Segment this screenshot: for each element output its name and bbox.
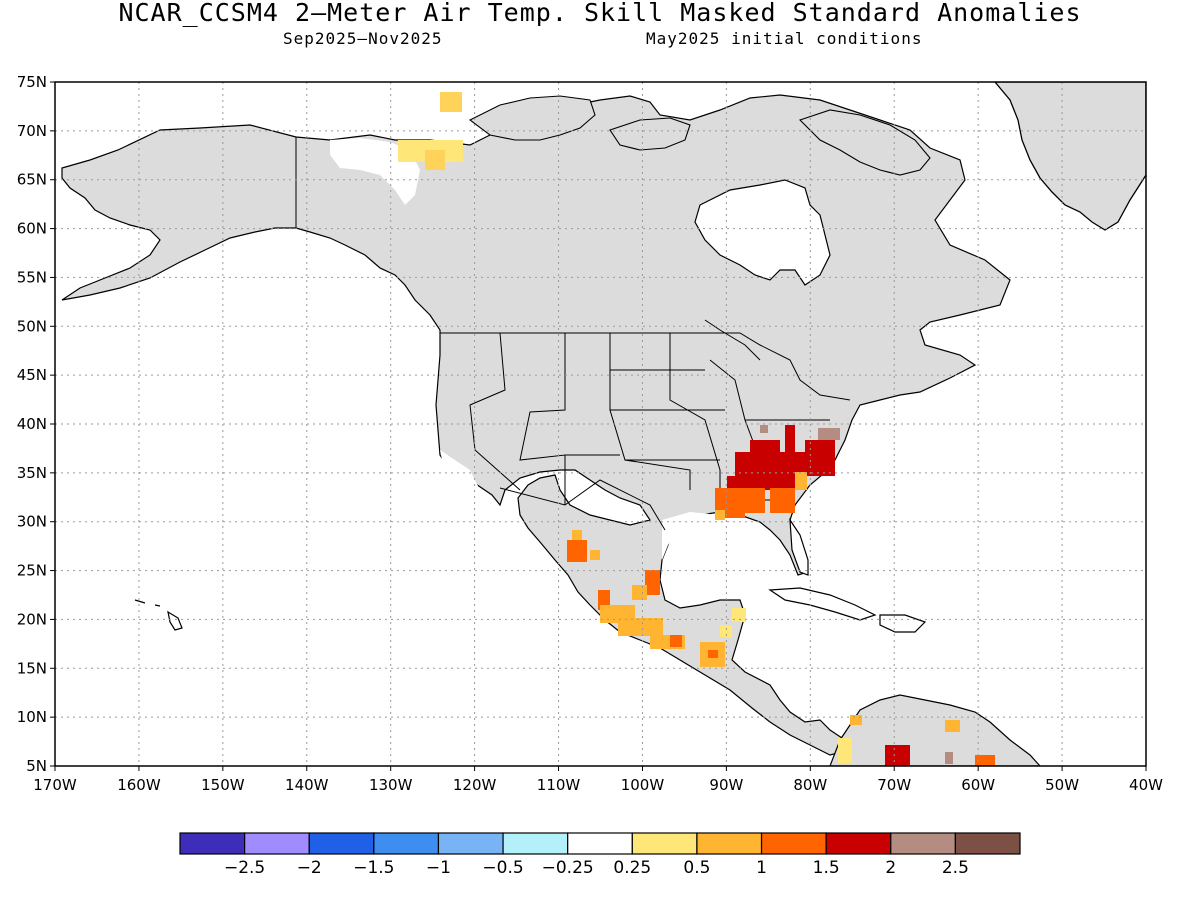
colorbar: −2.5 −2 −1.5 −1 −0.5 −0.25 0.25 0.5 1 1.5 2 2.5	[179, 832, 1021, 878]
lat-label: 10N	[17, 708, 47, 726]
florida	[789, 517, 809, 576]
hudson-bay	[694, 179, 831, 286]
colorbar-label: 0.5	[683, 858, 710, 878]
lat-label: 60N	[17, 220, 47, 238]
lon-label: 60W	[961, 776, 995, 794]
lat-label: 70N	[17, 122, 47, 140]
lat-label: 15N	[17, 659, 47, 677]
lon-label: 50W	[1045, 776, 1079, 794]
colorbar-label: −2	[297, 858, 322, 878]
unmasked-gulf-coast	[662, 512, 710, 560]
baffin-island	[798, 109, 931, 176]
colorbar-label: 1	[756, 858, 767, 878]
unmasked-alaska-north	[330, 138, 420, 205]
colorbar-swatch	[760, 832, 827, 855]
colorbar-swatch	[696, 832, 763, 855]
lat-label: 20N	[17, 610, 47, 628]
colorbar-swatch	[502, 832, 569, 855]
colorbar-swatch	[437, 832, 504, 855]
lon-label: 160W	[117, 776, 161, 794]
lat-label: 55N	[17, 268, 47, 286]
colorbar-label: −1.5	[353, 858, 394, 878]
lon-label: 90W	[709, 776, 743, 794]
colorbar-swatch	[954, 832, 1021, 855]
lat-label: 40N	[17, 415, 47, 433]
lat-label: 25N	[17, 562, 47, 580]
lon-label: 120W	[453, 776, 497, 794]
lat-label: 35N	[17, 464, 47, 482]
colorbar-label: −2.5	[224, 858, 265, 878]
colorbar-swatch	[825, 832, 892, 855]
colorbar-label: −0.5	[482, 858, 523, 878]
greenland-landmass	[994, 82, 1146, 231]
colorbar-label: 2.5	[942, 858, 969, 878]
anomaly-south-america	[838, 715, 995, 766]
lon-label: 130W	[369, 776, 413, 794]
forecast-period: Sep2025–Nov2025	[283, 29, 443, 48]
lat-label: 5N	[26, 757, 47, 775]
colorbar-label: 0.25	[613, 858, 651, 878]
plot-area	[55, 82, 1146, 766]
lon-label: 80W	[793, 776, 827, 794]
lon-label: 110W	[537, 776, 581, 794]
anomaly-north	[398, 92, 463, 170]
colorbar-label: 1.5	[813, 858, 840, 878]
lat-label: 30N	[17, 513, 47, 531]
longitude-axis: 170W 160W 150W 140W 130W 120W 110W 100W 90W 80W 70…	[33, 766, 1163, 794]
cuba	[768, 587, 877, 621]
lon-label: 100W	[621, 776, 665, 794]
latitude-axis: 75N 70N 65N 60N 55N 50N 45N 40N 35N 30N 25N 20N 15N 1…	[17, 73, 55, 775]
lat-label: 75N	[17, 73, 47, 91]
lon-label: 140W	[285, 776, 329, 794]
colorbar-swatch	[373, 832, 440, 855]
lat-label: 65N	[17, 171, 47, 189]
initial-conditions: May2025 initial conditions	[646, 29, 923, 48]
victoria-island	[609, 117, 691, 151]
unmasked-california	[440, 450, 480, 505]
map-title: NCAR_CCSM4 2–Meter Air Temp. Skill Maske…	[118, 0, 1082, 27]
grid-lines	[55, 82, 1146, 766]
lat-label: 50N	[17, 317, 47, 335]
arctic-islands	[468, 95, 596, 141]
lon-label: 150W	[201, 776, 245, 794]
hawaii-islands	[134, 599, 183, 631]
lat-label: 45N	[17, 366, 47, 384]
colorbar-label: −1	[426, 858, 451, 878]
colorbar-swatch	[890, 832, 956, 855]
anomaly-mexico	[567, 530, 746, 667]
colorbar-swatch	[308, 832, 375, 855]
colorbar-label: −0.25	[542, 858, 594, 878]
colorbar-label: 2	[885, 858, 896, 878]
lon-label: 40W	[1129, 776, 1163, 794]
colorbar-swatch	[179, 832, 246, 855]
colorbar-swatch	[631, 832, 698, 855]
lon-label: 170W	[33, 776, 77, 794]
colorbar-swatch	[567, 832, 633, 855]
colorbar-swatch	[244, 832, 310, 855]
south-america-landmass	[829, 694, 1041, 766]
lon-label: 70W	[877, 776, 911, 794]
anomaly-southeast-us	[715, 425, 840, 520]
